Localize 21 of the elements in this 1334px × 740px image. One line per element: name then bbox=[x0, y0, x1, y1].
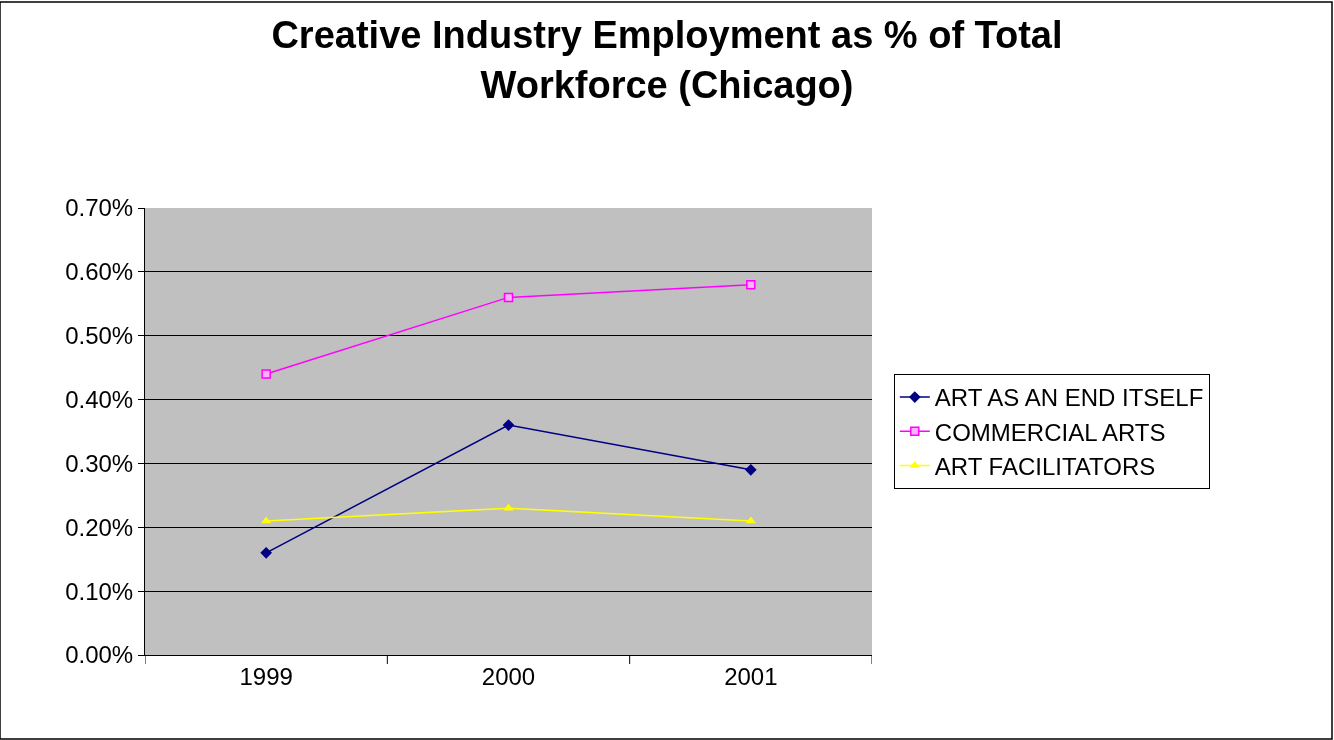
point bbox=[261, 369, 271, 379]
y-tick-label: 0.40% bbox=[65, 385, 134, 413]
point bbox=[744, 463, 757, 476]
legend-label: ART FACILITATORS bbox=[934, 452, 1156, 480]
y-tick-label: 0.60% bbox=[65, 258, 134, 286]
y-tick-label: 0.00% bbox=[65, 641, 134, 669]
x-tick-label: 1999 bbox=[239, 662, 293, 690]
legend-label: COMMERCIAL ARTS bbox=[934, 418, 1166, 446]
legend-label: ART AS AN END ITSELF bbox=[934, 384, 1204, 412]
y-tick-label: 0.20% bbox=[65, 513, 134, 541]
y-tick-label: 0.30% bbox=[65, 449, 134, 477]
y-tick-label: 0.70% bbox=[65, 194, 134, 222]
point bbox=[746, 279, 756, 290]
point bbox=[503, 292, 514, 303]
point bbox=[502, 419, 515, 431]
x-tick-label: 2001 bbox=[724, 662, 778, 690]
y-tick-label: 0.50% bbox=[65, 322, 134, 350]
x-tick-label: 2000 bbox=[481, 662, 536, 690]
y-tick-label: 0.10% bbox=[65, 577, 134, 605]
chart-title: Creative Industry Employment as % of Total Workforce (Chicago) bbox=[271, 14, 1063, 106]
point bbox=[260, 546, 273, 559]
